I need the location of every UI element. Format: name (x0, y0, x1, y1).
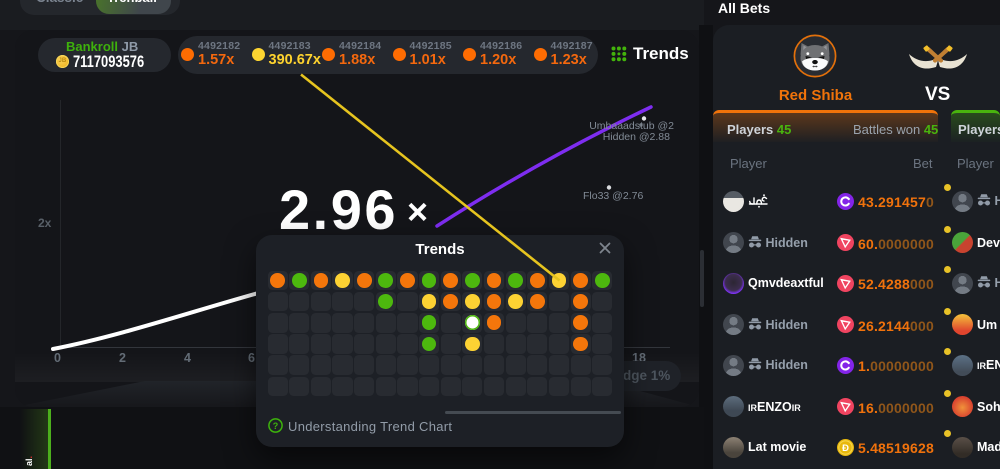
svg-text:Ð: Ð (842, 443, 849, 454)
svg-text:?: ? (273, 421, 279, 431)
